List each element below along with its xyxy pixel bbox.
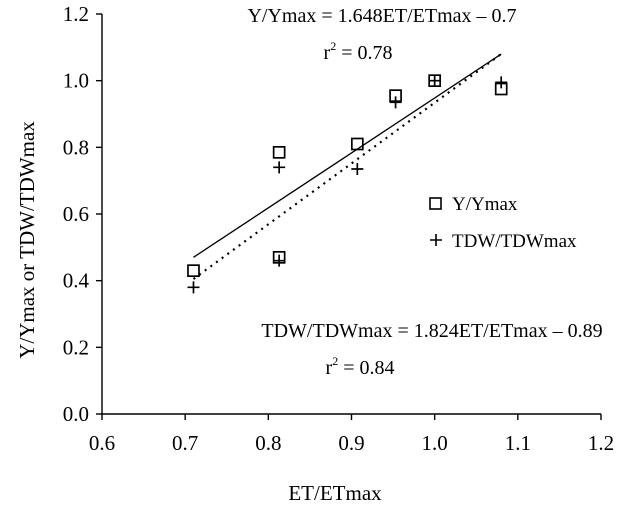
r2-y-ymax: r2 = 0.78: [324, 39, 393, 64]
y-tick-label: 0.8: [63, 135, 89, 159]
legend-plus-icon: [430, 234, 442, 246]
x-tick-label: 1.1: [505, 431, 531, 455]
x-tick-label: 0.6: [89, 431, 115, 455]
data-point-tdw-tdwmax: [428, 74, 441, 87]
data-point-tdw-tdwmax: [273, 254, 286, 267]
x-tick-label: 0.7: [172, 431, 198, 455]
y-tick-label: 0.6: [63, 202, 89, 226]
legend-label-y-ymax: Y/Ymax: [452, 194, 518, 215]
x-tick-label: 0.9: [338, 431, 364, 455]
data-point-y-ymax: [272, 145, 286, 159]
data-point-tdw-tdwmax: [187, 281, 200, 294]
x-axis-title: ET/ETmax: [288, 481, 382, 505]
y-tick-label: 0.2: [63, 335, 89, 359]
data-point-tdw-tdwmax: [495, 76, 508, 89]
trendline-tdw-tdwmax: [192, 53, 502, 280]
x-tick-label: 1.2: [588, 431, 614, 455]
data-point-tdw-tdwmax: [351, 163, 364, 175]
y-axis-title: Y/Ymax or TDW/TDWmax: [15, 121, 39, 359]
y-tick-label: 1.2: [63, 2, 89, 26]
x-tick-label: 0.8: [255, 431, 281, 455]
r2-tdw-tdwmax: r2 = 0.84: [326, 354, 395, 379]
y-tick-label: 0.0: [63, 402, 89, 426]
x-tick-label: 1.0: [422, 431, 448, 455]
legend-square-icon: [429, 197, 442, 210]
legend-label-tdw-tdwmax: TDW/TDWmax: [452, 231, 577, 252]
axes: 0.0 0.2 0.4 0.6 0.8 1.0 1.2 0.6 0.7 0.8 0.9 1.0 1.1 1…: [63, 2, 614, 455]
trendline-y-ymax: [193, 53, 502, 258]
data-point-tdw-tdwmax: [389, 96, 402, 109]
data-markers: [187, 74, 508, 294]
data-point-tdw-tdwmax: [273, 161, 286, 174]
equation-y-ymax: Y/Ymax = 1.648ET/ETmax – 0.7: [247, 5, 516, 27]
equation-tdw-tdwmax: TDW/TDWmax = 1.824ET/ETmax – 0.89: [261, 320, 602, 342]
trendlines: [192, 53, 502, 280]
data-point-y-ymax: [187, 264, 200, 278]
legend: Y/Ymax TDW/TDWmax: [429, 194, 577, 252]
y-tick-label: 1.0: [63, 69, 89, 93]
y-tick-label: 0.4: [63, 269, 90, 293]
data-point-y-ymax: [350, 137, 364, 151]
